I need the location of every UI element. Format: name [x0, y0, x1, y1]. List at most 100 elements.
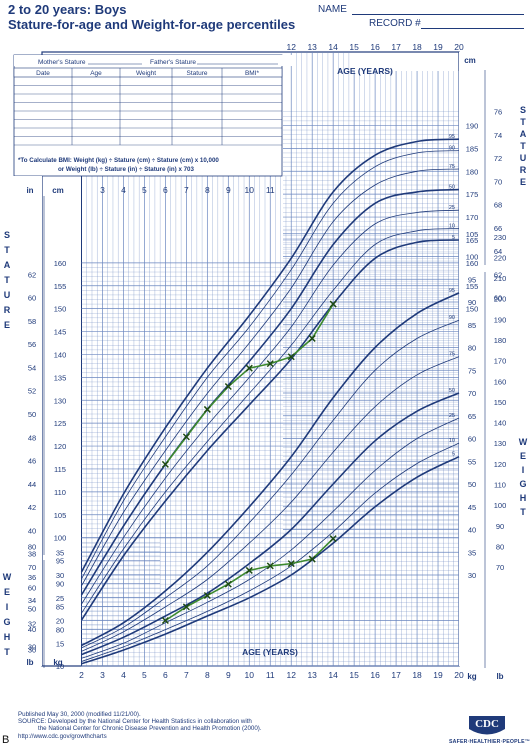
- left-in-tick: 42: [28, 503, 36, 512]
- left-cm-tick: 135: [54, 373, 67, 382]
- table-column-header: Stature: [187, 70, 208, 77]
- right-in-tick: 68: [494, 201, 502, 210]
- point-stroke: [308, 555, 316, 563]
- bottom-age-tick: 7: [184, 670, 189, 680]
- left-kg-tick: 20: [56, 617, 64, 626]
- right-in-tick: 62: [494, 270, 502, 279]
- right-kg-tick: 70: [468, 389, 476, 398]
- left-cm-tick: 150: [54, 305, 67, 314]
- right-lb-tick: 70: [496, 563, 504, 572]
- right-cm-unit: cm: [464, 56, 476, 65]
- patient-stature-point: [161, 460, 169, 468]
- bottom-age-tick: 11: [266, 670, 275, 680]
- bottom-age-tick: 13: [307, 670, 317, 680]
- table-header-row: [13, 67, 283, 78]
- left-cm-tick: 95: [56, 557, 64, 566]
- left-cm-tick: 115: [54, 465, 66, 474]
- stature-axis-label-left: E: [4, 320, 10, 330]
- bottom-age-tick: 8: [205, 670, 210, 680]
- left-in-tick: 34: [28, 596, 36, 605]
- table-header-bg: [14, 55, 294, 66]
- weight-curve-p95: [81, 292, 460, 647]
- chart-subtitle: Stature-for-age and Weight-for-age perce…: [8, 17, 296, 32]
- weight-axis-label-left: T: [4, 647, 10, 657]
- point-stroke: [329, 300, 337, 308]
- stature-curve-label-p75: 75: [449, 164, 455, 170]
- name-field[interactable]: [352, 14, 524, 15]
- left-in-tick: 38: [28, 550, 36, 559]
- right-kg-tick: 100: [466, 253, 479, 262]
- right-lb-tick: 130: [494, 439, 507, 448]
- left-cm-unit: cm: [52, 186, 64, 195]
- stature-curve-p90: [81, 150, 460, 580]
- bottom-age-tick: 16: [370, 670, 380, 680]
- left-cm-tick: 155: [54, 282, 67, 291]
- mid-age-tick: 11: [266, 185, 275, 195]
- footer-published: Published May 30, 2000 (modified 11/21/0…: [18, 711, 141, 718]
- point-stroke: [308, 334, 316, 342]
- right-kg-tick: 105: [466, 230, 479, 239]
- left-lb-tick: 60: [28, 584, 36, 593]
- point-stroke: [329, 535, 337, 543]
- bottom-age-tick: 15: [349, 670, 359, 680]
- left-in-tick: 62: [28, 270, 36, 279]
- stature-curve-p50: [80, 188, 460, 596]
- left-in-tick: 30: [28, 643, 36, 652]
- right-kg-tick: 45: [468, 503, 476, 512]
- footer-source-2: the National Center for Chronic Disease …: [38, 725, 262, 732]
- patient-weight-point: [182, 603, 190, 611]
- weight-curve-p90: [81, 319, 460, 649]
- stature-curve-label-p95: 95: [449, 134, 455, 140]
- left-in-unit: in: [26, 186, 33, 195]
- right-lb-tick: 160: [494, 377, 507, 386]
- left-lb-tick: 70: [28, 563, 36, 572]
- point-stroke: [161, 616, 169, 625]
- weight-axis-label-right: G: [519, 479, 526, 489]
- weight-curve-p75: [81, 356, 460, 652]
- top-age-tick: 16: [370, 42, 380, 52]
- top-age-tick: 20: [454, 42, 464, 52]
- weight-axis-label-right: H: [520, 493, 527, 503]
- patient-stature-point: [224, 382, 232, 391]
- patient-weight-point: [329, 535, 337, 543]
- left-cm-tick: 125: [54, 419, 67, 428]
- left-in-tick: 48: [28, 433, 36, 442]
- point-stroke: [245, 364, 253, 372]
- stature-axis-label-right: U: [520, 153, 527, 163]
- bottom-age-tick: 9: [226, 670, 231, 680]
- right-lb-tick: 170: [494, 357, 507, 366]
- record-label: RECORD #: [369, 18, 421, 29]
- left-cm-tick: 130: [54, 396, 67, 405]
- point-stroke: [182, 603, 190, 611]
- right-cm-tick: 180: [466, 167, 479, 176]
- bottom-age-tick: 2: [79, 670, 84, 680]
- patient-weight-point: [287, 560, 295, 568]
- mid-age-tick: 8: [205, 185, 210, 195]
- right-kg-tick: 30: [468, 571, 476, 580]
- stature-axis-label-right: R: [520, 165, 527, 175]
- left-in-tick: 32: [28, 619, 36, 628]
- patient-weight-point: [224, 580, 232, 588]
- stature-curve-p95: [80, 138, 460, 573]
- bottom-age-tick: 20: [454, 670, 464, 680]
- bottom-age-tick: 4: [121, 670, 126, 680]
- right-in-tick: 70: [494, 177, 502, 186]
- footer-url[interactable]: http://www.cdc.gov/growthcharts: [18, 733, 107, 740]
- mid-age-tick: 6: [163, 185, 168, 195]
- patient-stature-point: [245, 364, 253, 372]
- stature-curve-label-p10: 10: [449, 224, 455, 230]
- patient-stature-point: [287, 353, 295, 361]
- right-in-tick: 76: [494, 108, 502, 117]
- left-in-tick: 56: [28, 340, 36, 349]
- weight-curve-p10: [81, 442, 460, 662]
- patient-weight-point: [245, 566, 253, 574]
- bmi-note: *To Calculate BMI: Weight (kg) ÷ Stature…: [18, 157, 219, 164]
- weight-axis-label-left: E: [4, 587, 10, 597]
- record-field[interactable]: [421, 28, 524, 29]
- right-kg-tick: 95: [468, 275, 476, 284]
- point-stroke: [266, 562, 274, 570]
- stature-axis-label-right: E: [520, 177, 526, 187]
- weight-axis-label-left: I: [6, 602, 9, 612]
- mid-age-tick: 3: [100, 185, 105, 195]
- point-stroke: [182, 433, 190, 441]
